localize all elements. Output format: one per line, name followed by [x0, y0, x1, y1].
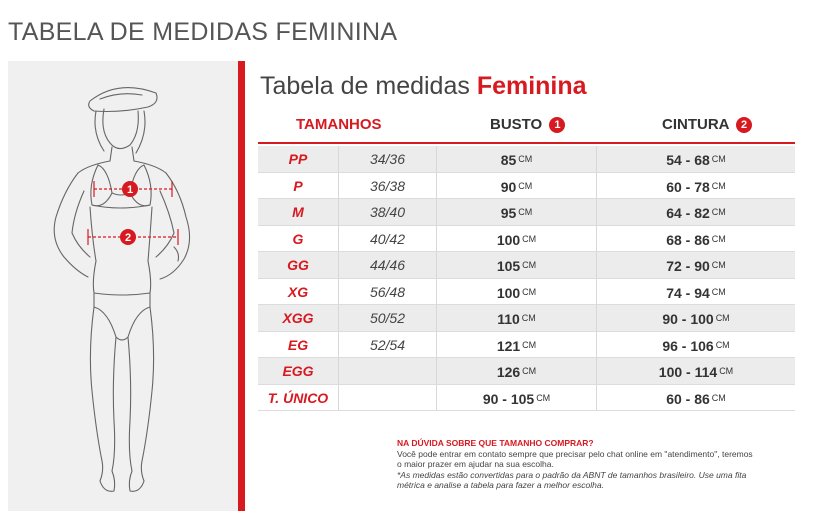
br-size-cell: 38/40 — [338, 199, 436, 226]
busto-cell: 121 CM — [436, 331, 596, 358]
table-row: XG 56/48 100 CM 74 - 94 CM — [258, 278, 795, 305]
br-size-cell: 52/54 — [338, 331, 436, 358]
busto-cell: 90 CM — [436, 172, 596, 199]
br-size-cell — [338, 358, 436, 385]
divider-bar — [238, 61, 245, 511]
br-size-cell — [338, 384, 436, 411]
table-row: P 36/38 90 CM 60 - 78 CM — [258, 172, 795, 199]
cintura-cell: 68 - 86 CM — [596, 225, 795, 252]
busto-cell: 85 CM — [436, 146, 596, 173]
size-help-notes: NA DÚVIDA SOBRE QUE TAMANHO COMPRAR? Voc… — [397, 438, 787, 491]
br-size-cell: 40/42 — [338, 225, 436, 252]
table-row: XGG 50/52 110 CM 90 - 100 CM — [258, 305, 795, 332]
table-row: M 38/40 95 CM 64 - 82 CM — [258, 199, 795, 226]
busto-cell: 95 CM — [436, 199, 596, 226]
notes-disclaimer: *As medidas estão convertidas para o pad… — [397, 469, 747, 480]
size-cell: XG — [287, 283, 309, 300]
cintura-cell: 72 - 90 CM — [596, 252, 795, 279]
busto-cell: 105 CM — [436, 252, 596, 279]
size-cell: EG — [287, 336, 309, 353]
busto-cell: 90 - 105 CM — [436, 384, 596, 411]
table-row: G 40/42 100 CM 68 - 86 CM — [258, 225, 795, 252]
busto-number-badge: 1 — [549, 117, 566, 133]
body-outline-illustration: 1 2 — [53, 87, 191, 492]
header-cintura-label: CINTURA — [662, 116, 729, 133]
page-title: TABELA DE MEDIDAS FEMININA — [8, 18, 398, 46]
br-size-cell: 36/38 — [338, 172, 436, 199]
cintura-cell: 90 - 100 CM — [596, 305, 795, 332]
size-cell: M — [292, 204, 304, 220]
notes-title: NA DÚVIDA SOBRE QUE TAMANHO COMPRAR? — [397, 438, 594, 448]
cintura-cell: 100 - 114 CM — [596, 358, 795, 385]
cintura-cell: 54 - 68 CM — [596, 146, 795, 173]
table-row: EG 52/54 121 CM 96 - 106 CM — [258, 331, 795, 358]
cintura-cell: 60 - 78 CM — [596, 172, 795, 199]
br-size-cell: 34/36 — [338, 146, 436, 173]
table-title-accent: Feminina — [476, 72, 587, 100]
table-title-plain: Tabela de medidas — [260, 72, 477, 100]
br-size-cell: 56/48 — [338, 278, 436, 305]
size-cell: EGG — [282, 363, 314, 379]
size-cell: XGG — [282, 310, 314, 326]
table-row: T. ÚNICO 90 - 105 CM 60 - 86 CM — [258, 384, 795, 411]
cintura-cell: 74 - 94 CM — [596, 278, 795, 305]
cintura-cell: 60 - 86 CM — [596, 384, 795, 411]
notes-line: o maior prazer em ajudar na sua escolha. — [397, 459, 554, 469]
table-row: EGG 126 CM 100 - 114 CM — [258, 358, 795, 385]
header-busto-label: BUSTO — [490, 116, 543, 133]
size-table-body: PP 34/36 85 CM 54 - 68 CM P 36/38 90 CM 60 … — [258, 146, 795, 411]
header-tamanhos: TAMANHOS — [296, 116, 382, 133]
cintura-cell: 64 - 82 CM — [596, 199, 795, 226]
notes-disclaimer: métrica e analise a tabela para fazer a … — [397, 480, 604, 490]
table-title: Tabela de medidas Feminina — [260, 72, 587, 101]
svg-text:2: 2 — [125, 232, 131, 244]
header-cintura: CINTURA 2 — [662, 116, 753, 133]
busto-cell: 110 CM — [436, 305, 596, 332]
bust-marker: 1 — [122, 181, 138, 197]
br-size-cell: 44/46 — [338, 252, 436, 279]
body-figure-panel: 1 2 — [8, 61, 238, 511]
br-size-cell: 50/52 — [338, 305, 436, 332]
cintura-cell: 96 - 106 CM — [596, 331, 795, 358]
table-header: TAMANHOS BUSTO 1 CINTURA 2 — [258, 108, 795, 144]
size-cell: GG — [287, 257, 309, 273]
size-cell: T. ÚNICO — [267, 389, 329, 406]
header-busto: BUSTO 1 — [490, 116, 566, 133]
size-cell: P — [293, 177, 303, 194]
notes-line: Você pode entrar em contato sempre que p… — [397, 448, 753, 459]
busto-cell: 126 CM — [436, 358, 596, 385]
waist-marker: 2 — [120, 229, 136, 245]
table-row: GG 44/46 105 CM 72 - 90 CM — [258, 252, 795, 279]
svg-text:1: 1 — [127, 184, 133, 196]
busto-cell: 100 CM — [436, 225, 596, 252]
table-row: PP 34/36 85 CM 54 - 68 CM — [258, 146, 795, 173]
size-cell: G — [292, 230, 304, 247]
cintura-number-badge: 2 — [736, 117, 753, 133]
size-cell: PP — [288, 151, 308, 167]
busto-cell: 100 CM — [436, 278, 596, 305]
